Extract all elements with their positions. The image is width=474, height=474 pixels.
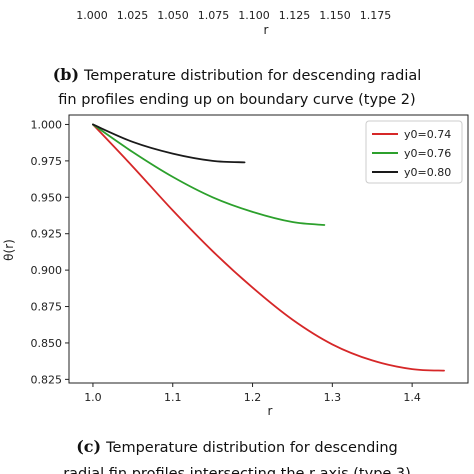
top-fragment-tick-label: 1.075	[198, 9, 230, 22]
caption-b-tag: (b)	[53, 65, 79, 84]
legend-label: y0=0.76	[404, 147, 451, 160]
top-fragment-tick-label: 1.175	[360, 9, 392, 22]
x-tick-label: 1.3	[324, 391, 342, 404]
caption-c: (c) Temperature distribution for descendi…	[63, 437, 411, 474]
series-lines	[92, 123, 445, 372]
legend-box	[365, 120, 463, 184]
top-fragment-tick-label: 1.000	[76, 9, 108, 22]
y-tick-label: 0.900	[31, 264, 63, 277]
series-line-1	[92, 123, 445, 372]
caption-b: (b) Temperature distribution for descendi…	[53, 65, 422, 108]
y-tick-label: 0.950	[31, 191, 63, 204]
caption-c-text1: Temperature distribution for descending	[105, 440, 398, 456]
legend-label: y0=0.80	[404, 166, 451, 179]
top-fragment-tick-label: 1.100	[238, 9, 270, 22]
x-axis-label: r	[268, 404, 273, 418]
y-axis-ticks: 0.825 0.850 0.875 0.900 0.925 0.950 0.975 1.000	[31, 118, 69, 386]
y-tick-label: 0.925	[31, 228, 63, 241]
caption-b-line2: fin profiles ending up on boundary curve…	[58, 92, 415, 108]
x-axis-ticks: 1.0 1.1 1.2 1.3 1.4	[84, 383, 421, 404]
caption-b-line1: (b) Temperature distribution for descendi…	[53, 65, 422, 84]
caption-c-line1: (c) Temperature distribution for descendi…	[76, 437, 398, 456]
top-fragment-tick-label: 1.050	[157, 9, 189, 22]
caption-c-line2: radial fin profiles intersecting the r a…	[63, 466, 411, 474]
caption-b-text1: Temperature distribution for descending …	[83, 68, 421, 84]
caption-c-tag: (c)	[76, 437, 101, 456]
y-tick-label: 0.875	[31, 301, 63, 314]
top-fragment: 1.000 1.025 1.050 1.075 1.100 1.125 1.150 1.175…	[76, 9, 391, 37]
x-tick-label: 1.2	[244, 391, 262, 404]
legend-items: y0=0.74 y0=0.76 y0=0.80	[372, 128, 451, 179]
y-tick-label: 0.850	[31, 337, 63, 350]
legend-label: y0=0.74	[404, 128, 451, 141]
x-tick-label: 1.0	[84, 391, 102, 404]
x-tick-label: 1.1	[164, 391, 182, 404]
top-fragment-ticks: 1.000 1.025 1.050 1.075 1.100 1.125 1.150 1.175	[76, 9, 391, 22]
top-fragment-tick-label: 1.125	[279, 9, 311, 22]
plot-frame	[68, 114, 469, 384]
top-fragment-tick-label: 1.025	[117, 9, 149, 22]
series-line-3	[92, 123, 246, 164]
top-fragment-xlabel: r	[264, 23, 269, 37]
y-tick-label: 0.825	[31, 373, 63, 386]
legend: y0=0.74 y0=0.76 y0=0.80	[365, 120, 463, 184]
y-axis-label: θ(r)	[2, 239, 16, 261]
x-tick-label: 1.4	[403, 391, 421, 404]
series-line-2	[92, 123, 326, 226]
y-tick-label: 1.000	[31, 118, 63, 131]
y-tick-label: 0.975	[31, 155, 63, 168]
top-fragment-tick-label: 1.150	[319, 9, 351, 22]
chart: 1.0 1.1 1.2 1.3 1.4 0.825 0.850 0.875 0.900 0.92…	[2, 114, 469, 418]
